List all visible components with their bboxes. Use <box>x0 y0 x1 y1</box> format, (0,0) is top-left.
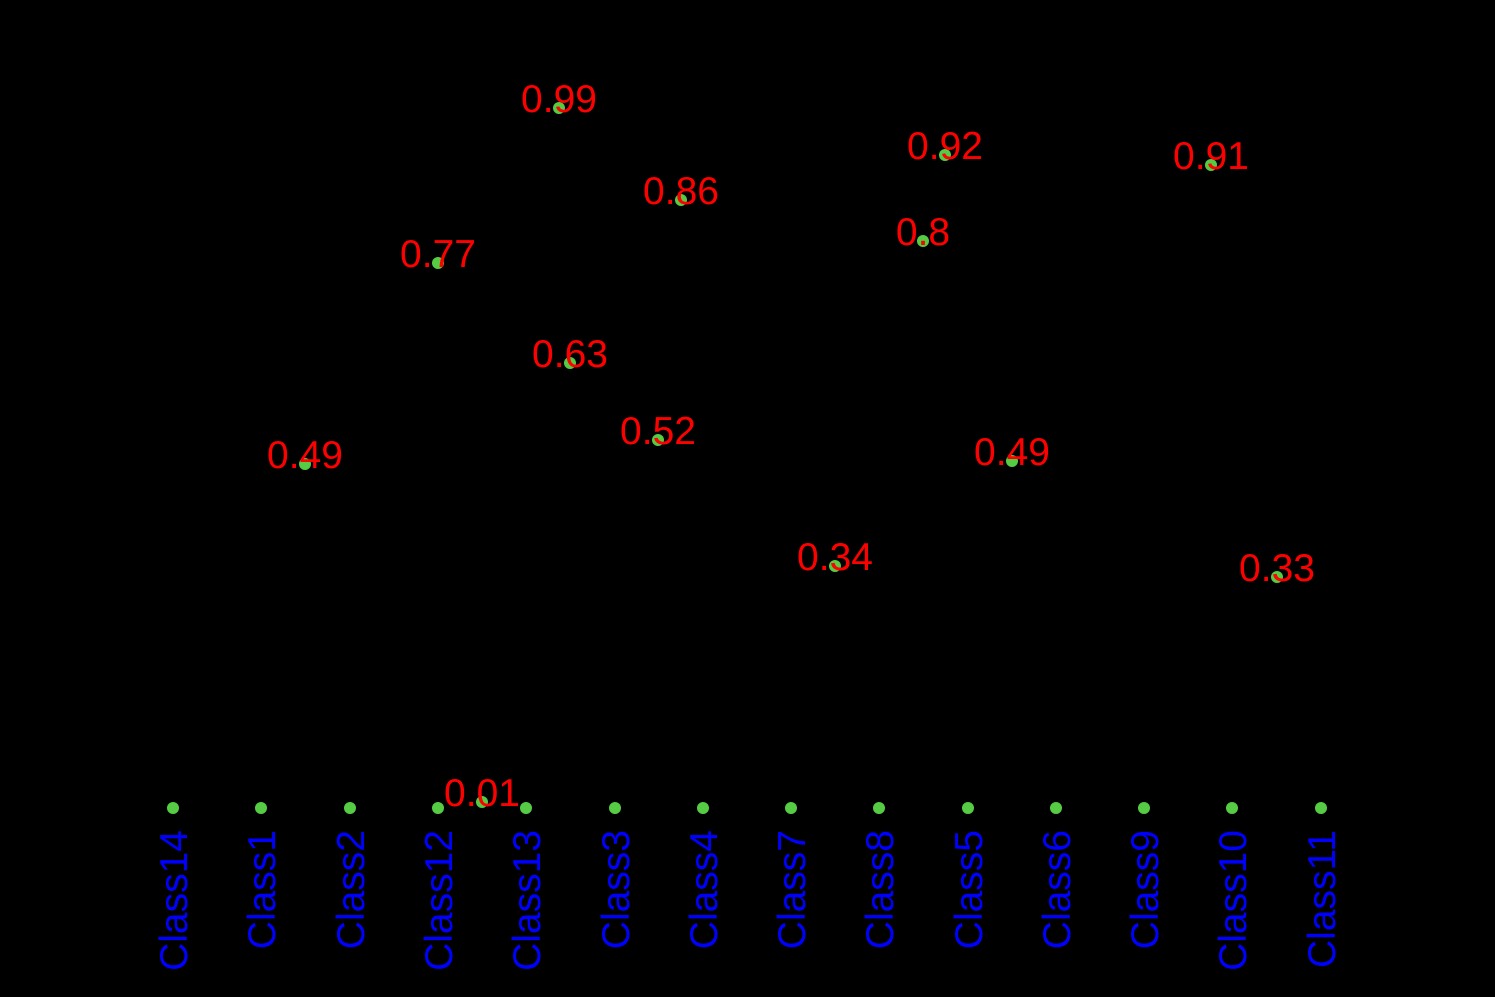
leaf-label: Class1 <box>241 830 284 949</box>
node-point <box>299 458 311 470</box>
node-point <box>1271 571 1283 583</box>
leaf-point <box>255 802 267 814</box>
leaf-label: Class14 <box>153 830 196 971</box>
leaf-label: Class12 <box>418 830 461 971</box>
leaf-point <box>520 802 532 814</box>
node-point <box>1205 159 1217 171</box>
leaf-label: Class11 <box>1301 830 1344 968</box>
leaf-point <box>785 802 797 814</box>
leaf-point <box>1050 802 1062 814</box>
node-height-label: 0.77 <box>400 233 476 276</box>
node-height-label: 0.52 <box>620 410 696 453</box>
leaf-point <box>1315 802 1327 814</box>
node-point <box>652 434 664 446</box>
leaf-point <box>697 802 709 814</box>
leaf-point <box>432 802 444 814</box>
leaf-label: Class9 <box>1124 830 1167 949</box>
node-height-label: 0.49 <box>974 431 1050 474</box>
leaf-point <box>962 802 974 814</box>
node-point <box>917 235 929 247</box>
node-height-label: 0.63 <box>532 333 608 376</box>
node-height-label: 0.49 <box>267 434 343 477</box>
node-point <box>939 149 951 161</box>
leaf-label: Class5 <box>948 830 991 949</box>
node-point <box>1006 455 1018 467</box>
leaf-label: Class2 <box>330 830 373 949</box>
node-point <box>564 357 576 369</box>
leaf-label: Class7 <box>771 830 814 949</box>
leaf-label: Class13 <box>506 830 549 971</box>
leaf-point <box>609 802 621 814</box>
leaf-label: Class10 <box>1212 830 1255 971</box>
leaf-point <box>344 802 356 814</box>
node-height-label: 0.86 <box>643 170 719 213</box>
leaf-point <box>167 802 179 814</box>
node-height-label: 0.01 <box>444 772 520 815</box>
node-height-label: 0.91 <box>1173 135 1249 178</box>
leaf-point <box>1138 802 1150 814</box>
node-height-label: 0.8 <box>896 211 950 254</box>
node-height-label: 0.34 <box>797 536 873 579</box>
node-height-label: 0.99 <box>521 78 597 121</box>
node-height-label: 0.92 <box>907 125 983 168</box>
node-point <box>553 102 565 114</box>
leaf-label: Class3 <box>595 830 638 949</box>
node-point <box>476 796 488 808</box>
leaf-point <box>873 802 885 814</box>
node-point <box>675 194 687 206</box>
leaf-label: Class6 <box>1036 830 1079 949</box>
leaf-label: Class4 <box>683 830 726 949</box>
node-point <box>829 560 841 572</box>
leaf-label: Class8 <box>859 830 902 949</box>
leaf-point <box>1226 802 1238 814</box>
node-height-label: 0.33 <box>1239 547 1315 590</box>
node-point <box>432 257 444 269</box>
